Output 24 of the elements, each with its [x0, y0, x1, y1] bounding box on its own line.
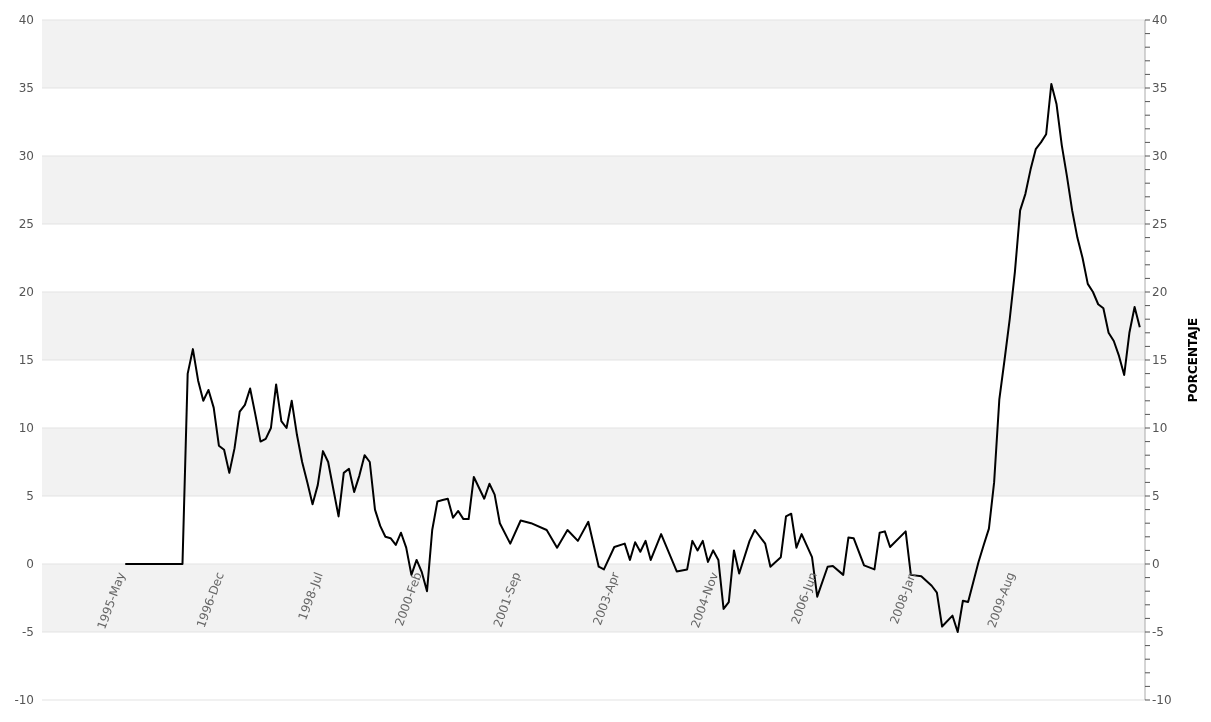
- y-tick-label: -10: [14, 693, 34, 708]
- y2-tick-label: 20: [1152, 285, 1168, 300]
- y2-tick-label: 25: [1152, 217, 1168, 232]
- y2-tick-label: -10: [1152, 693, 1172, 708]
- y-tick-label: 25: [18, 217, 34, 232]
- y-tick-label: -5: [22, 625, 34, 640]
- y2-tick-label: 15: [1152, 353, 1168, 368]
- y-tick-label: 10: [18, 421, 34, 436]
- y-tick-label: 5: [26, 489, 34, 504]
- y-tick-label: 40: [18, 13, 34, 28]
- y-tick-label: 30: [18, 149, 34, 164]
- y2-tick-label: 0: [1152, 557, 1160, 572]
- y-tick-label: 15: [18, 353, 34, 368]
- line-series: [124, 82, 1141, 633]
- y2-tick-label: -5: [1152, 625, 1164, 640]
- y2-axis-title: PORCENTAJE: [1186, 317, 1201, 403]
- y2-tick-label: 30: [1152, 149, 1168, 164]
- y2-tick-label: 5: [1152, 489, 1160, 504]
- y-tick-label: 20: [18, 285, 34, 300]
- y-tick-label: 35: [18, 81, 34, 96]
- y2-tick-label: 35: [1152, 81, 1168, 96]
- y2-tick-label: 40: [1152, 13, 1168, 28]
- y-tick-label: 0: [26, 557, 34, 572]
- y2-tick-label: 10: [1152, 421, 1168, 436]
